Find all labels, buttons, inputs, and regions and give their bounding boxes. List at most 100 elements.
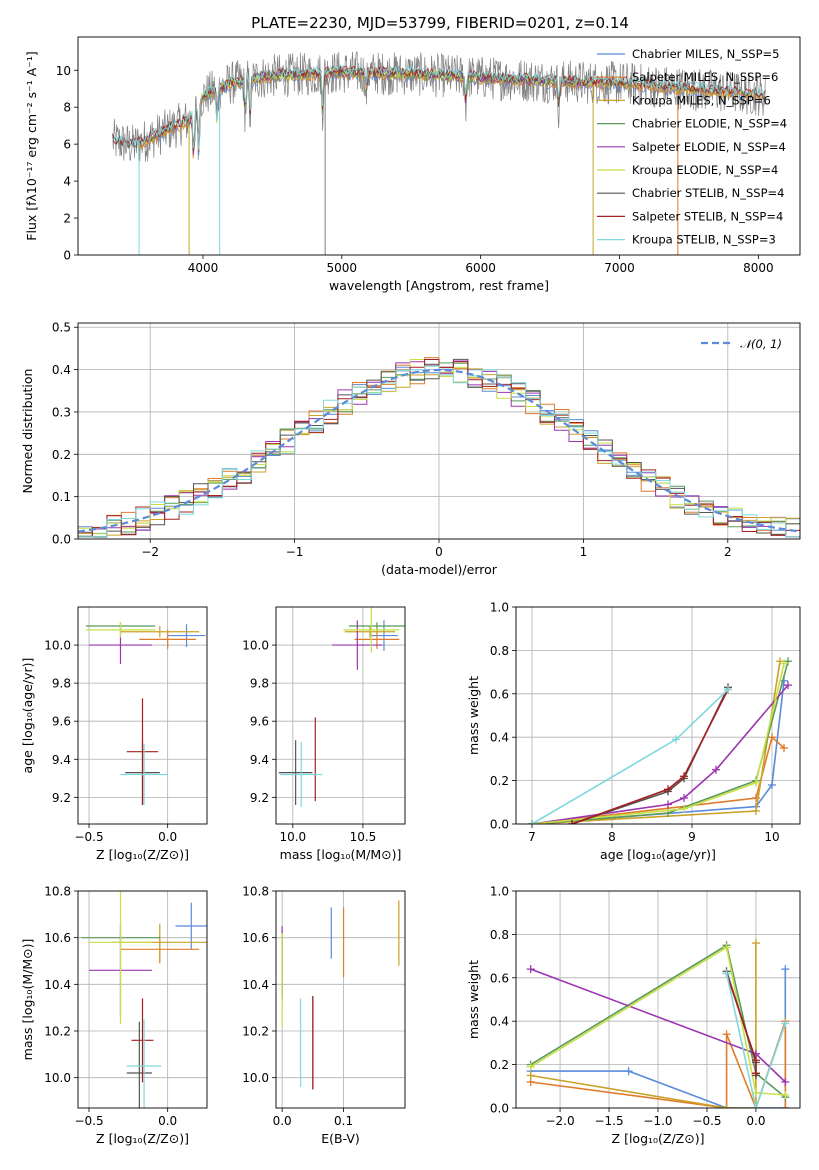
y-tick-label: 9.4 [52, 753, 71, 767]
series-line-salpeter-miles [531, 735, 785, 824]
x-axis-label: Z [log₁₀(Z/Z⊙)] [96, 847, 189, 862]
y-tick-label: 6 [63, 138, 71, 152]
errorbar-chabrier-miles [175, 902, 207, 950]
y-tick-label: 0.4 [490, 731, 509, 745]
y-tick-label: 0.6 [490, 687, 509, 701]
data-point [712, 765, 720, 774]
plot-area-mass_weight_vs_Z [526, 939, 790, 1108]
x-tick-label: 9 [688, 830, 696, 844]
histogram-salpeter-stelib [78, 359, 800, 539]
y-tick-label: 0 [63, 249, 71, 263]
legend-entry: Salpeter MILES, N_SSP=6 [632, 70, 778, 84]
y-tick-label: 1.0 [490, 601, 509, 615]
y-tick-label: 0.2 [490, 1058, 509, 1072]
plot-area-age_vs_Z [85, 622, 206, 805]
legend-entry: Kroupa MILES, N_SSP=6 [632, 93, 771, 107]
axes-residuals: −2 −1 0 1 2 0.0 0.1 0.2 0.3 0.4 0.5 (data-model)/er… [20, 321, 800, 577]
errorbar-kroupa-stelib [126, 1019, 162, 1108]
y-tick-label: 0.0 [52, 533, 71, 547]
errorbar-chabrier-miles [369, 620, 398, 651]
data-point [722, 943, 731, 952]
x-axis-label: (data-model)/error [381, 562, 498, 577]
data-point [526, 1071, 535, 1080]
plot-area-mass_vs_ebv [281, 900, 400, 1090]
series-line-kroupa-elodie [530, 946, 786, 1096]
errorbar-salpeter-miles [354, 629, 400, 649]
y-tick-label: 10.4 [44, 978, 71, 992]
plot-area-spectrum [112, 51, 766, 255]
data-point [781, 1104, 790, 1108]
series-line-kroupa-elodie [531, 663, 785, 824]
y-tick-label: 0.4 [52, 363, 71, 377]
axes-frame [515, 890, 801, 1109]
x-tick-label: −2 [141, 545, 159, 559]
y-tick-label: 10.0 [44, 639, 71, 653]
x-tick-label: −1.5 [594, 1114, 623, 1128]
y-tick-label: 10.0 [242, 1071, 269, 1085]
data-point [722, 1030, 731, 1039]
data-point [751, 1056, 760, 1065]
y-tick-label: 0.6 [490, 971, 509, 985]
data-point [751, 939, 760, 948]
data-point [664, 800, 672, 809]
legend-entry: Chabrier STELIB, N_SSP=4 [632, 186, 784, 200]
data-point [664, 785, 672, 794]
data-point [780, 744, 788, 753]
axes-frame [77, 606, 208, 825]
x-tick-label: −0.5 [74, 1114, 103, 1128]
x-tick-label: 10.5 [350, 830, 377, 844]
series-line-chabrier-elodie [531, 661, 789, 824]
x-tick-label: 0 [435, 545, 443, 559]
x-axis-label: mass [log₁₀(M/M⊙)] [280, 847, 402, 862]
y-tick-label: 0.0 [490, 1102, 509, 1116]
normal-curve-line [78, 368, 800, 533]
data-point [781, 1019, 790, 1028]
x-tick-label: 10 [764, 830, 779, 844]
errorbar-salpeter-stelib [126, 698, 159, 805]
data-point [752, 806, 760, 815]
y-axis-label: age [log₁₀(age/yr)] [20, 658, 35, 774]
series-line-salpeter-miles [530, 1020, 787, 1108]
legend-entry: Chabrier MILES, N_SSP=5 [632, 47, 779, 61]
errorbar-chabrier-stelib [126, 1021, 152, 1108]
errorbar-salpeter-stelib [131, 998, 154, 1083]
y-tick-label: 10.0 [242, 639, 269, 653]
plot-area-residuals [78, 357, 800, 539]
axes-frame [77, 890, 208, 1109]
data-point [568, 820, 576, 824]
y-axis-label: mass weight [466, 960, 481, 1039]
errorbar-salpeter-elodie [332, 620, 383, 670]
y-tick-label: 9.6 [250, 715, 269, 729]
y-axis-label: mass weight [466, 676, 481, 755]
y-tick-label: 0.8 [490, 928, 509, 942]
y-tick-label: 10.2 [242, 1025, 269, 1039]
histogram-kroupa-stelib [78, 365, 800, 539]
data-point [781, 965, 790, 974]
legend-entry: Kroupa ELODIE, N_SSP=4 [632, 163, 778, 177]
y-tick-label: 8 [63, 101, 71, 115]
data-point [526, 965, 535, 974]
data-point [781, 1090, 790, 1099]
plot-area-mass_vs_Z [81, 891, 207, 1108]
axes-mass_weight_vs_Z: −2.0 −1.5 −1.0 −0.5 0.0 0.0 0.2 0.4 0.6 0.8 1.0 Z [… [466, 885, 800, 1146]
model-spectrum-kroupa-stelib [112, 64, 766, 149]
data-point [752, 778, 760, 787]
x-tick-label: 5000 [327, 261, 358, 275]
x-tick-label: 2 [724, 545, 732, 559]
x-tick-label: 4000 [188, 261, 219, 275]
plot-area-age_vs_mass [278, 607, 405, 807]
x-tick-label: 8000 [743, 261, 774, 275]
x-tick-label: 8 [608, 830, 616, 844]
y-tick-label: 4 [63, 175, 71, 189]
legend-entry: Salpeter STELIB, N_SSP=4 [632, 209, 783, 223]
y-axis-label: mass [log₁₀(M/M⊙)] [20, 939, 35, 1061]
y-tick-label: 9.2 [250, 791, 269, 805]
x-tick-label: 0.1 [334, 1114, 353, 1128]
y-tick-label: 0.2 [490, 774, 509, 788]
y-axis-label: Normed distribution [20, 369, 35, 494]
data-point [680, 793, 688, 802]
data-point [781, 1077, 790, 1086]
axes-frame [275, 890, 406, 1109]
axes-mass_vs_Z: −0.5 0.0 10.0 10.2 10.4 10.6 10.8 Z [log₁₀(Z/Z⊙… [20, 885, 207, 1146]
